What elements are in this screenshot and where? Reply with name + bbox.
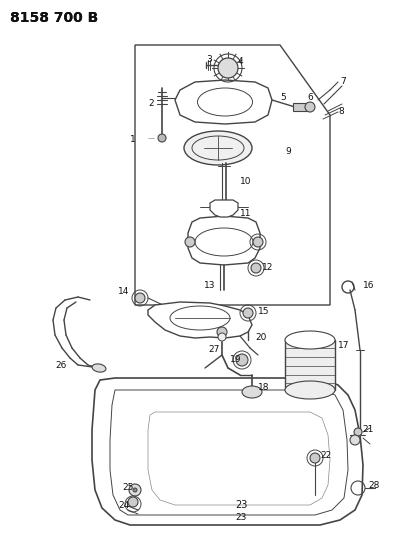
Circle shape	[354, 428, 362, 436]
Text: 16: 16	[363, 280, 374, 289]
Text: 27: 27	[208, 345, 219, 354]
Circle shape	[129, 484, 141, 496]
Text: 2: 2	[148, 99, 154, 108]
Bar	[293, 103, 309, 111]
Circle shape	[310, 453, 320, 463]
Text: 4: 4	[238, 58, 244, 67]
Text: 3: 3	[206, 55, 212, 64]
Text: 6: 6	[307, 93, 313, 101]
Circle shape	[133, 488, 137, 492]
Text: 8158 700 B: 8158 700 B	[10, 11, 98, 25]
Text: —: —	[148, 135, 155, 141]
Text: 11: 11	[240, 208, 252, 217]
Ellipse shape	[92, 364, 106, 372]
Ellipse shape	[184, 131, 252, 165]
Text: 13: 13	[204, 280, 215, 289]
Text: 26: 26	[55, 360, 66, 369]
Text: 17: 17	[338, 341, 349, 350]
Circle shape	[218, 58, 238, 78]
Polygon shape	[285, 340, 335, 390]
Polygon shape	[175, 80, 272, 124]
Polygon shape	[92, 378, 363, 525]
Text: 8158 700 B: 8158 700 B	[10, 11, 98, 25]
Circle shape	[236, 354, 248, 366]
Circle shape	[350, 435, 360, 445]
Text: 10: 10	[240, 177, 252, 187]
Circle shape	[253, 237, 263, 247]
Text: 12: 12	[262, 263, 273, 272]
Circle shape	[128, 497, 138, 507]
Text: 18: 18	[258, 384, 270, 392]
Text: 24: 24	[118, 500, 129, 510]
Text: 21: 21	[362, 425, 373, 434]
Polygon shape	[188, 216, 260, 265]
Text: 22: 22	[320, 450, 331, 459]
Ellipse shape	[285, 381, 335, 399]
Text: 28: 28	[368, 481, 379, 489]
Text: 23: 23	[235, 500, 247, 510]
Text: 23: 23	[235, 513, 246, 522]
Text: 9: 9	[285, 148, 291, 157]
Polygon shape	[135, 45, 330, 305]
Text: 20: 20	[255, 334, 266, 343]
Polygon shape	[148, 302, 252, 338]
Ellipse shape	[285, 331, 335, 349]
Text: 25: 25	[122, 483, 134, 492]
Circle shape	[217, 327, 227, 337]
Text: 5: 5	[280, 93, 286, 102]
Polygon shape	[210, 200, 238, 217]
Circle shape	[185, 237, 195, 247]
Text: 8: 8	[338, 108, 344, 117]
Text: 1: 1	[130, 135, 136, 144]
Circle shape	[305, 102, 315, 112]
Circle shape	[135, 293, 145, 303]
Ellipse shape	[242, 386, 262, 398]
Text: 7: 7	[340, 77, 346, 86]
Circle shape	[218, 333, 226, 341]
Circle shape	[158, 134, 166, 142]
Text: 15: 15	[258, 308, 270, 317]
Text: 19: 19	[230, 356, 242, 365]
Circle shape	[243, 308, 253, 318]
Circle shape	[251, 263, 261, 273]
Text: 14: 14	[118, 287, 129, 296]
